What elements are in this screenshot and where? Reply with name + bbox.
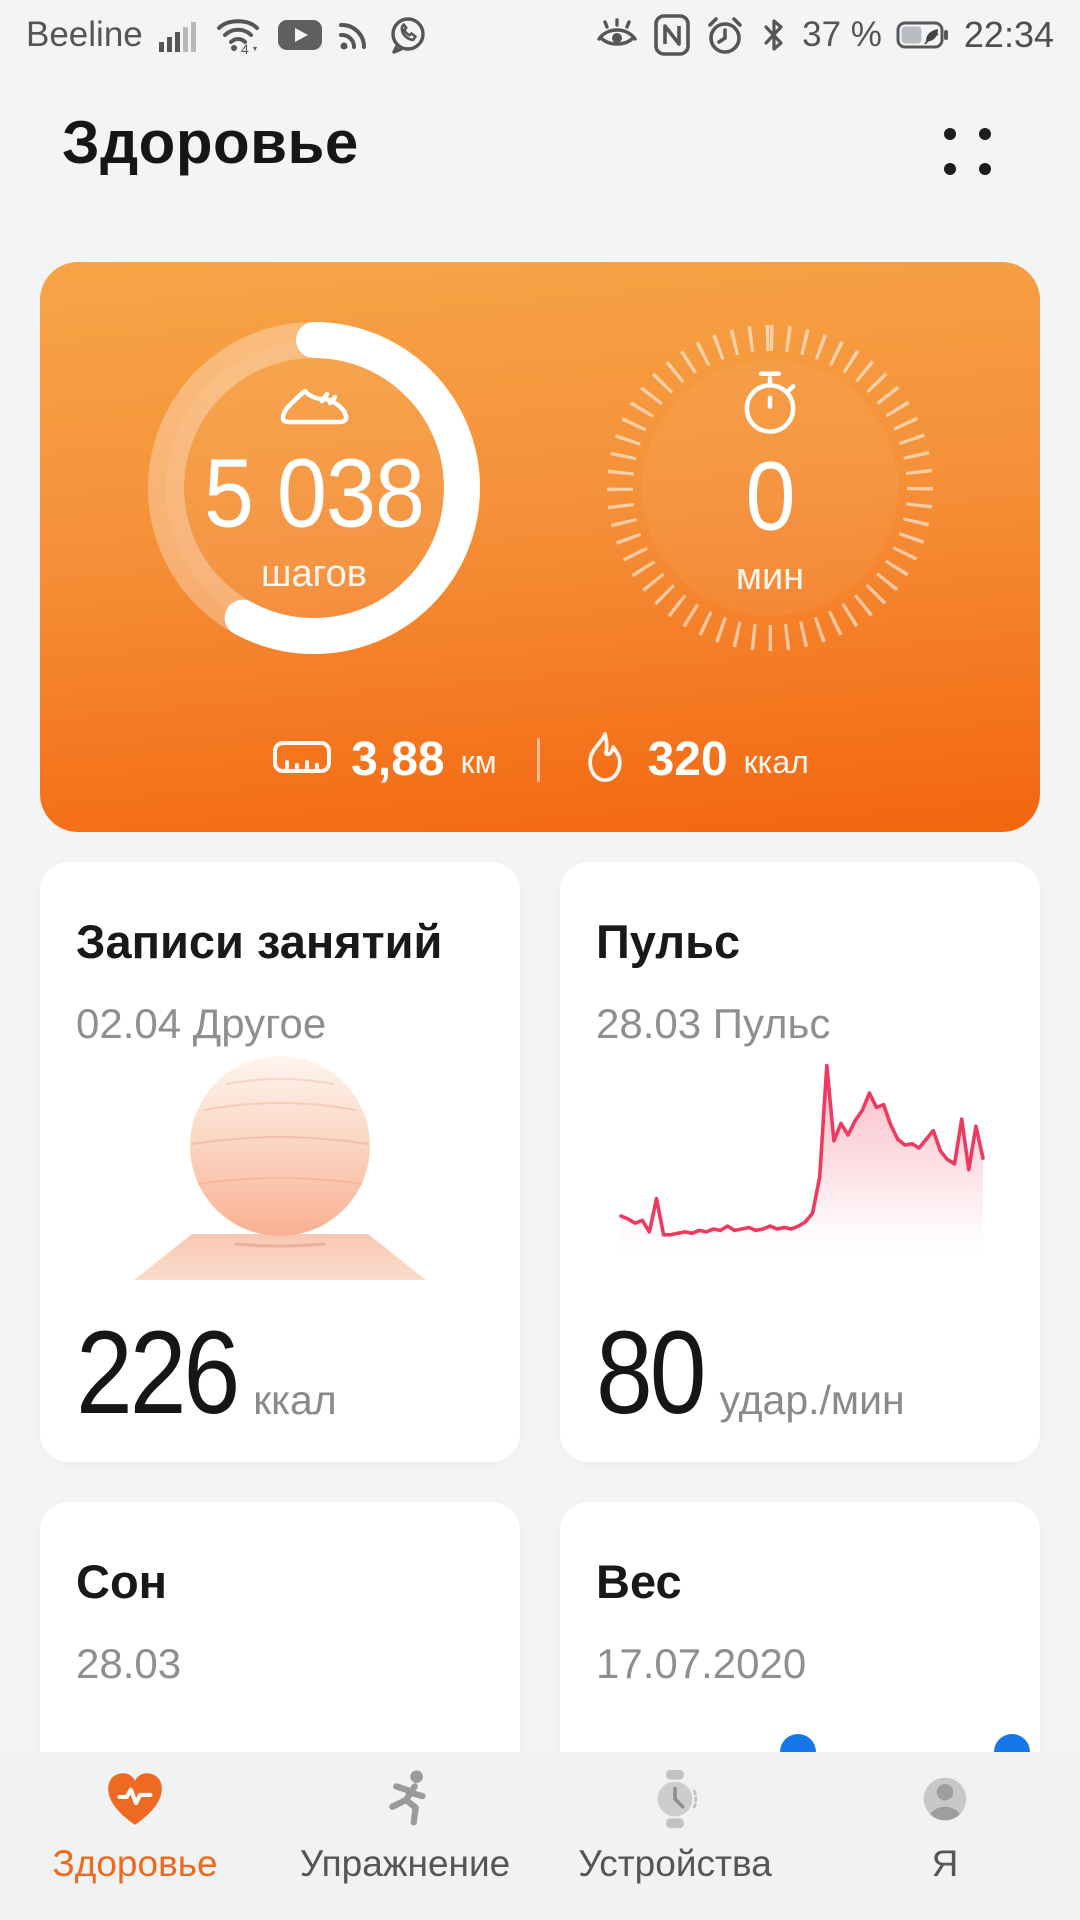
clock-label: 22:34 <box>963 14 1054 55</box>
svg-text:4: 4 <box>241 41 249 55</box>
nav-label-devices: Устройства <box>578 1843 772 1884</box>
ruler-icon <box>271 734 333 785</box>
heart-rate-value-row: 80 удар./мин <box>596 1313 905 1431</box>
bottom-navigation: Здоровье Упражнение <box>0 1752 1080 1920</box>
nav-item-me[interactable]: Я <box>810 1752 1080 1920</box>
flame-icon <box>580 729 630 790</box>
weight-card-subtitle: 17.07.2020 <box>596 1640 807 1687</box>
rss-icon <box>337 19 373 51</box>
nav-label-me: Я <box>931 1843 959 1884</box>
signal-bars-icon <box>157 18 201 52</box>
alarm-icon <box>704 14 746 56</box>
smartwatch-icon <box>644 1768 706 1835</box>
calories-unit: ккал <box>743 744 809 780</box>
activity-value-row: 226 ккал <box>76 1313 337 1431</box>
stopwatch-icon <box>738 369 802 444</box>
status-bar-right: 37 % 22:34 <box>594 14 1054 56</box>
daily-summary-card[interactable]: 5 038 шагов 0 <box>40 262 1040 832</box>
steps-ring[interactable]: 5 038 шагов <box>144 318 484 658</box>
minutes-unit: мин <box>735 556 805 598</box>
battery-saver-icon <box>896 19 950 51</box>
nav-item-exercise[interactable]: Упражнение <box>270 1752 540 1920</box>
nav-label-exercise: Упражнение <box>299 1843 511 1884</box>
distance-value: 3,88 <box>351 733 445 786</box>
minutes-ring-content: 0 мин <box>600 314 940 654</box>
calories-value: 320 <box>647 733 728 786</box>
activity-calories-value: 226 <box>76 1306 240 1439</box>
shoe-icon <box>275 372 353 441</box>
nfc-icon <box>654 14 690 56</box>
runner-icon <box>374 1768 436 1835</box>
status-bar: Beeline 4 <box>0 0 1080 64</box>
heart-rate-chart <box>616 1046 988 1260</box>
steps-unit: шагов <box>261 553 367 595</box>
sleep-card-subtitle: 28.03 <box>76 1640 182 1687</box>
heart-rate-card[interactable]: Пульс 28.03 Пульс 80 удар./мин <box>560 862 1040 1462</box>
weight-card-title: Вес <box>596 1555 682 1608</box>
wifi-icon: 4 <box>215 15 263 55</box>
status-bar-left: Beeline 4 <box>26 14 429 56</box>
calories-stat: 320 ккал <box>580 729 809 790</box>
youtube-icon <box>277 19 323 51</box>
heart-rate-card-subtitle: 28.03 Пульс <box>596 1000 831 1047</box>
heart-pulse-icon <box>102 1768 168 1835</box>
bluetooth-icon <box>760 14 788 56</box>
eye-comfort-icon <box>594 18 640 52</box>
activity-card-title: Записи занятий <box>76 915 443 968</box>
summary-stats-row: 3,88 км 320 ккал <box>40 729 1040 790</box>
heart-rate-unit: удар./мин <box>719 1377 905 1423</box>
distance-stat: 3,88 км <box>271 732 497 787</box>
whatsapp-icon <box>387 14 429 56</box>
stats-divider <box>536 737 540 782</box>
more-menu-button[interactable] <box>944 128 991 175</box>
gym-ball-illustration <box>130 1048 430 1284</box>
activity-card-subtitle: 02.04 Другое <box>76 1000 327 1047</box>
active-minutes-ring[interactable]: 0 мин <box>600 318 940 658</box>
page-title: Здоровье <box>62 109 359 176</box>
sleep-card-title: Сон <box>76 1555 168 1608</box>
nav-label-health: Здоровье <box>52 1843 218 1884</box>
minutes-value: 0 <box>745 443 795 551</box>
activity-calories-unit: ккал <box>253 1377 337 1423</box>
steps-ring-content: 5 038 шагов <box>144 314 484 654</box>
distance-unit: км <box>460 744 497 780</box>
nav-item-health[interactable]: Здоровье <box>0 1752 270 1920</box>
menu-dot <box>979 163 991 175</box>
steps-value: 5 038 <box>203 440 425 548</box>
battery-percent: 37 % <box>802 15 882 54</box>
heart-rate-value: 80 <box>596 1306 706 1439</box>
menu-dot <box>944 128 956 140</box>
carrier-label: Beeline <box>26 15 143 54</box>
heart-rate-card-title: Пульс <box>596 915 741 968</box>
profile-icon <box>914 1768 976 1835</box>
menu-dot <box>979 128 991 140</box>
menu-dot <box>944 163 956 175</box>
activity-records-card[interactable]: Записи занятий 02.04 Другое <box>40 862 520 1462</box>
nav-item-devices[interactable]: Устройства <box>540 1752 810 1920</box>
